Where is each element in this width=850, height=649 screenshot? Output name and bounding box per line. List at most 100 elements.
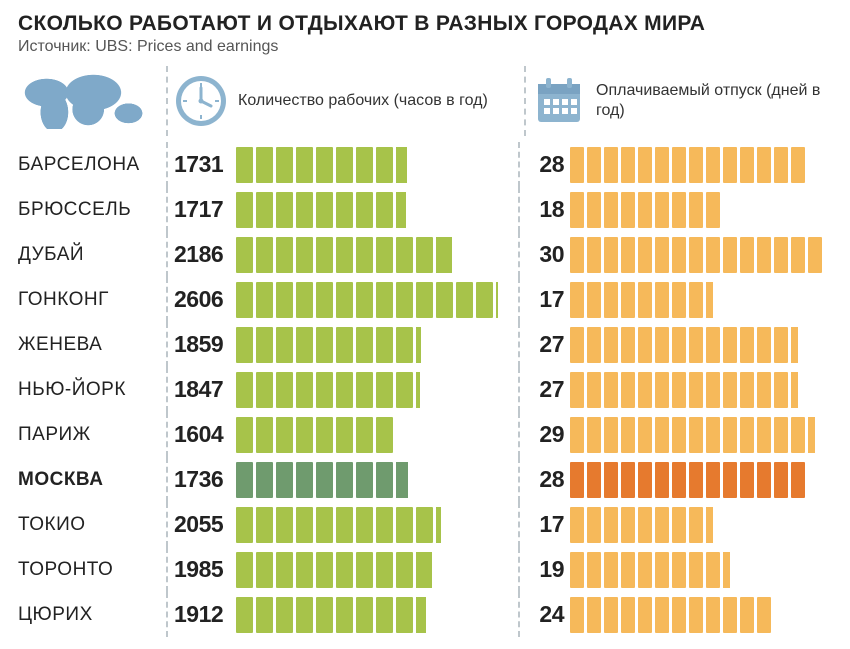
bar-block (316, 192, 333, 228)
bar-block (316, 147, 333, 183)
hours-value: 1604 (174, 421, 236, 448)
bar-block (655, 372, 669, 408)
bar-block (336, 552, 353, 588)
bar-block (655, 597, 669, 633)
bar-block (706, 552, 720, 588)
bar-block (655, 552, 669, 588)
vacation-value: 19 (526, 556, 570, 583)
bar-block (570, 597, 584, 633)
bar-block (336, 237, 353, 273)
bar-block (356, 507, 373, 543)
bar-block (740, 462, 754, 498)
bar-block-partial (808, 417, 815, 453)
bar-block (356, 147, 373, 183)
world-map-icon (18, 73, 148, 129)
bar-block (316, 327, 333, 363)
bar-block (296, 597, 313, 633)
bar-block (604, 417, 618, 453)
bar-block (236, 552, 253, 588)
bar-block (774, 372, 788, 408)
city-row: ЖЕНЕВА185927 (18, 322, 832, 367)
bar-block (723, 417, 737, 453)
bar-block (570, 192, 584, 228)
bar-block (587, 372, 601, 408)
bar-block (236, 507, 253, 543)
vacation-value: 17 (526, 286, 570, 313)
city-row: ДУБАЙ218630 (18, 232, 832, 277)
bar-block (791, 147, 805, 183)
bar-block (757, 237, 771, 273)
bar-block (570, 282, 584, 318)
bar-block (740, 327, 754, 363)
bar-block (356, 552, 373, 588)
bar-block (296, 282, 313, 318)
bar-block (316, 462, 333, 498)
bar-block (570, 372, 584, 408)
bar-block (296, 507, 313, 543)
bar-block (570, 507, 584, 543)
bar-block-partial (706, 507, 713, 543)
bar-block (689, 417, 703, 453)
hours-bar (236, 282, 518, 318)
city-name: ГОНКОНГ (18, 289, 166, 311)
bar-block (689, 552, 703, 588)
bar-block (316, 282, 333, 318)
bar-block (621, 372, 635, 408)
bar-block (256, 462, 273, 498)
bar-block (587, 417, 601, 453)
bar-block (336, 372, 353, 408)
hours-value: 1736 (174, 466, 236, 493)
bar-block (791, 417, 805, 453)
bar-block-partial (791, 327, 798, 363)
bar-block (376, 552, 393, 588)
bar-block (638, 597, 652, 633)
bar-block (757, 597, 771, 633)
bar-block (587, 597, 601, 633)
bar-block (336, 507, 353, 543)
vacation-value: 28 (526, 151, 570, 178)
bar-block (376, 372, 393, 408)
vacation-bar (570, 147, 805, 183)
bar-block (638, 552, 652, 588)
bar-block (655, 192, 669, 228)
bar-block (376, 192, 393, 228)
bar-block (356, 462, 373, 498)
bar-block (604, 462, 618, 498)
bar-block (723, 372, 737, 408)
bar-block (256, 597, 273, 633)
hours-column-label: Количество рабочих (часов в год) (238, 91, 488, 111)
hours-bar (236, 147, 518, 183)
bar-block (296, 192, 313, 228)
bar-block (791, 462, 805, 498)
city-row: ЦЮРИХ191224 (18, 592, 832, 637)
bar-block (416, 507, 433, 543)
city-name: ТОКИО (18, 514, 166, 536)
hours-value: 1912 (174, 601, 236, 628)
vacation-bar (570, 372, 798, 408)
city-name: МОСКВА (18, 469, 166, 491)
bar-block (672, 507, 686, 543)
bar-block (672, 372, 686, 408)
bar-block (296, 462, 313, 498)
bar-block (236, 597, 253, 633)
bar-block-partial (396, 147, 407, 183)
hours-bar (236, 192, 518, 228)
bar-block (621, 192, 635, 228)
bar-block (774, 147, 788, 183)
bar-block (757, 417, 771, 453)
bar-block (706, 462, 720, 498)
bar-block (570, 552, 584, 588)
vacation-bar (570, 462, 805, 498)
bar-block (316, 552, 333, 588)
bar-block (276, 417, 293, 453)
bar-block (621, 147, 635, 183)
bar-block (638, 192, 652, 228)
bar-block (396, 372, 413, 408)
bar-block (689, 507, 703, 543)
bar-block (689, 462, 703, 498)
city-row: ГОНКОНГ260617 (18, 277, 832, 322)
bar-block (376, 507, 393, 543)
vacation-bar (570, 597, 771, 633)
city-name: ТОРОНТО (18, 559, 166, 581)
bar-block (774, 462, 788, 498)
